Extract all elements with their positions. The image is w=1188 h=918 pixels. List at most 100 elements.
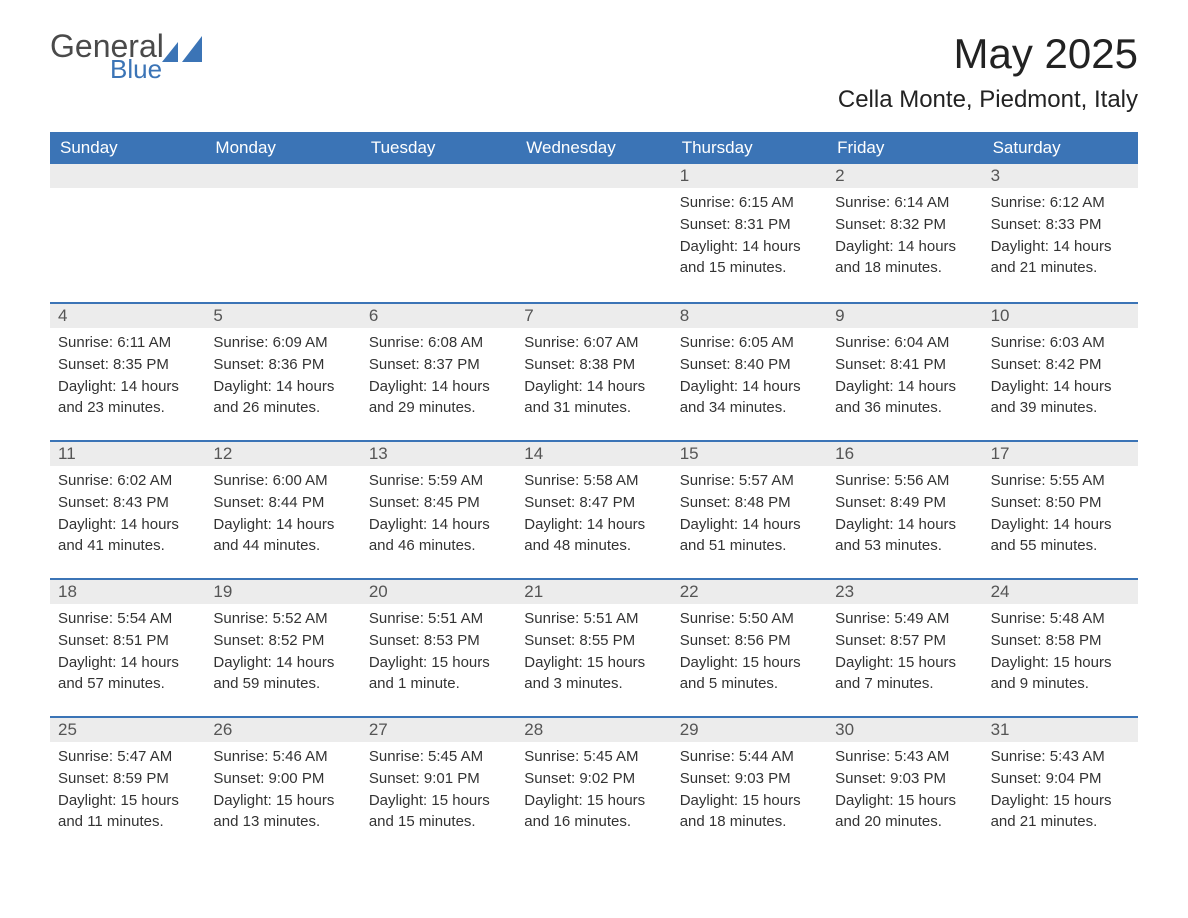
- sunset-line: Sunset: 8:40 PM: [680, 354, 819, 376]
- day-info: Sunrise: 6:11 AMSunset: 8:35 PMDaylight:…: [50, 328, 205, 429]
- calendar-day-cell: 23Sunrise: 5:49 AMSunset: 8:57 PMDayligh…: [827, 580, 982, 716]
- calendar-day-cell: 20Sunrise: 5:51 AMSunset: 8:53 PMDayligh…: [361, 580, 516, 716]
- day-number: 14: [516, 442, 671, 466]
- sunrise-line: Sunrise: 5:58 AM: [524, 470, 663, 492]
- sunset-line: Sunset: 8:32 PM: [835, 214, 974, 236]
- sunset-line: Sunset: 8:36 PM: [213, 354, 352, 376]
- daylight-line: Daylight: 15 hours and 1 minute.: [369, 652, 508, 696]
- calendar-day-cell: 2Sunrise: 6:14 AMSunset: 8:32 PMDaylight…: [827, 164, 982, 302]
- day-number: 28: [516, 718, 671, 742]
- calendar-day-cell: 6Sunrise: 6:08 AMSunset: 8:37 PMDaylight…: [361, 304, 516, 440]
- sunrise-line: Sunrise: 6:05 AM: [680, 332, 819, 354]
- day-info: Sunrise: 5:43 AMSunset: 9:04 PMDaylight:…: [983, 742, 1138, 843]
- location: Cella Monte, Piedmont, Italy: [838, 86, 1138, 114]
- day-info: Sunrise: 5:46 AMSunset: 9:00 PMDaylight:…: [205, 742, 360, 843]
- weekday-header: Friday: [827, 132, 982, 164]
- calendar-day-cell: 10Sunrise: 6:03 AMSunset: 8:42 PMDayligh…: [983, 304, 1138, 440]
- day-info: Sunrise: 6:03 AMSunset: 8:42 PMDaylight:…: [983, 328, 1138, 429]
- logo-text: General Blue: [50, 30, 164, 82]
- sunrise-line: Sunrise: 5:51 AM: [524, 608, 663, 630]
- sunset-line: Sunset: 8:48 PM: [680, 492, 819, 514]
- daylight-line: Daylight: 14 hours and 48 minutes.: [524, 514, 663, 558]
- sunrise-line: Sunrise: 6:09 AM: [213, 332, 352, 354]
- daylight-line: Daylight: 15 hours and 9 minutes.: [991, 652, 1130, 696]
- calendar-day-cell: 19Sunrise: 5:52 AMSunset: 8:52 PMDayligh…: [205, 580, 360, 716]
- day-info: Sunrise: 6:00 AMSunset: 8:44 PMDaylight:…: [205, 466, 360, 567]
- sunset-line: Sunset: 8:56 PM: [680, 630, 819, 652]
- calendar-week: 11Sunrise: 6:02 AMSunset: 8:43 PMDayligh…: [50, 440, 1138, 578]
- day-number: 7: [516, 304, 671, 328]
- sunrise-line: Sunrise: 5:57 AM: [680, 470, 819, 492]
- day-info: Sunrise: 5:44 AMSunset: 9:03 PMDaylight:…: [672, 742, 827, 843]
- logo: General Blue: [50, 30, 204, 82]
- daylight-line: Daylight: 15 hours and 20 minutes.: [835, 790, 974, 834]
- calendar-day-cell: 11Sunrise: 6:02 AMSunset: 8:43 PMDayligh…: [50, 442, 205, 578]
- sunrise-line: Sunrise: 6:04 AM: [835, 332, 974, 354]
- day-info: Sunrise: 5:51 AMSunset: 8:55 PMDaylight:…: [516, 604, 671, 705]
- day-number: 25: [50, 718, 205, 742]
- calendar-day-cell: 12Sunrise: 6:00 AMSunset: 8:44 PMDayligh…: [205, 442, 360, 578]
- daylight-line: Daylight: 15 hours and 5 minutes.: [680, 652, 819, 696]
- calendar-day-cell: 3Sunrise: 6:12 AMSunset: 8:33 PMDaylight…: [983, 164, 1138, 302]
- day-info: Sunrise: 5:56 AMSunset: 8:49 PMDaylight:…: [827, 466, 982, 567]
- daylight-line: Daylight: 14 hours and 46 minutes.: [369, 514, 508, 558]
- day-number: 4: [50, 304, 205, 328]
- sunrise-line: Sunrise: 6:03 AM: [991, 332, 1130, 354]
- empty-day-header: [205, 164, 360, 188]
- daylight-line: Daylight: 14 hours and 41 minutes.: [58, 514, 197, 558]
- daylight-line: Daylight: 14 hours and 15 minutes.: [680, 236, 819, 280]
- weekday-header: Sunday: [50, 132, 205, 164]
- calendar-day-cell: [516, 164, 671, 302]
- weekday-header: Tuesday: [361, 132, 516, 164]
- daylight-line: Daylight: 14 hours and 29 minutes.: [369, 376, 508, 420]
- sunrise-line: Sunrise: 6:08 AM: [369, 332, 508, 354]
- day-info: Sunrise: 5:58 AMSunset: 8:47 PMDaylight:…: [516, 466, 671, 567]
- calendar-day-cell: 31Sunrise: 5:43 AMSunset: 9:04 PMDayligh…: [983, 718, 1138, 854]
- day-number: 3: [983, 164, 1138, 188]
- daylight-line: Daylight: 14 hours and 44 minutes.: [213, 514, 352, 558]
- sunrise-line: Sunrise: 6:15 AM: [680, 192, 819, 214]
- calendar-day-cell: 15Sunrise: 5:57 AMSunset: 8:48 PMDayligh…: [672, 442, 827, 578]
- sunset-line: Sunset: 8:59 PM: [58, 768, 197, 790]
- calendar-day-cell: 9Sunrise: 6:04 AMSunset: 8:41 PMDaylight…: [827, 304, 982, 440]
- calendar-day-cell: 7Sunrise: 6:07 AMSunset: 8:38 PMDaylight…: [516, 304, 671, 440]
- empty-day-header: [361, 164, 516, 188]
- calendar-day-cell: 27Sunrise: 5:45 AMSunset: 9:01 PMDayligh…: [361, 718, 516, 854]
- sunset-line: Sunset: 8:37 PM: [369, 354, 508, 376]
- daylight-line: Daylight: 15 hours and 13 minutes.: [213, 790, 352, 834]
- daylight-line: Daylight: 15 hours and 16 minutes.: [524, 790, 663, 834]
- sunset-line: Sunset: 8:45 PM: [369, 492, 508, 514]
- calendar-week: 1Sunrise: 6:15 AMSunset: 8:31 PMDaylight…: [50, 164, 1138, 302]
- sunrise-line: Sunrise: 6:14 AM: [835, 192, 974, 214]
- daylight-line: Daylight: 14 hours and 31 minutes.: [524, 376, 663, 420]
- day-info: Sunrise: 5:45 AMSunset: 9:02 PMDaylight:…: [516, 742, 671, 843]
- sunrise-line: Sunrise: 5:43 AM: [835, 746, 974, 768]
- calendar-day-cell: 25Sunrise: 5:47 AMSunset: 8:59 PMDayligh…: [50, 718, 205, 854]
- sunset-line: Sunset: 9:04 PM: [991, 768, 1130, 790]
- day-info: Sunrise: 5:55 AMSunset: 8:50 PMDaylight:…: [983, 466, 1138, 567]
- day-number: 12: [205, 442, 360, 466]
- sunset-line: Sunset: 8:41 PM: [835, 354, 974, 376]
- weekday-header-row: SundayMondayTuesdayWednesdayThursdayFrid…: [50, 132, 1138, 164]
- sunrise-line: Sunrise: 5:52 AM: [213, 608, 352, 630]
- daylight-line: Daylight: 15 hours and 15 minutes.: [369, 790, 508, 834]
- calendar-day-cell: 8Sunrise: 6:05 AMSunset: 8:40 PMDaylight…: [672, 304, 827, 440]
- sunset-line: Sunset: 8:35 PM: [58, 354, 197, 376]
- day-number: 17: [983, 442, 1138, 466]
- daylight-line: Daylight: 14 hours and 23 minutes.: [58, 376, 197, 420]
- day-info: Sunrise: 5:59 AMSunset: 8:45 PMDaylight:…: [361, 466, 516, 567]
- day-info: Sunrise: 5:49 AMSunset: 8:57 PMDaylight:…: [827, 604, 982, 705]
- weekday-header: Saturday: [983, 132, 1138, 164]
- daylight-line: Daylight: 15 hours and 11 minutes.: [58, 790, 197, 834]
- calendar-day-cell: [361, 164, 516, 302]
- weekday-header: Thursday: [672, 132, 827, 164]
- day-info: Sunrise: 6:08 AMSunset: 8:37 PMDaylight:…: [361, 328, 516, 429]
- sunrise-line: Sunrise: 5:44 AM: [680, 746, 819, 768]
- sunrise-line: Sunrise: 5:54 AM: [58, 608, 197, 630]
- sunset-line: Sunset: 8:44 PM: [213, 492, 352, 514]
- logo-sail-icon: [162, 36, 204, 71]
- day-info: Sunrise: 5:50 AMSunset: 8:56 PMDaylight:…: [672, 604, 827, 705]
- day-info: Sunrise: 6:14 AMSunset: 8:32 PMDaylight:…: [827, 188, 982, 289]
- daylight-line: Daylight: 15 hours and 7 minutes.: [835, 652, 974, 696]
- calendar-day-cell: 1Sunrise: 6:15 AMSunset: 8:31 PMDaylight…: [672, 164, 827, 302]
